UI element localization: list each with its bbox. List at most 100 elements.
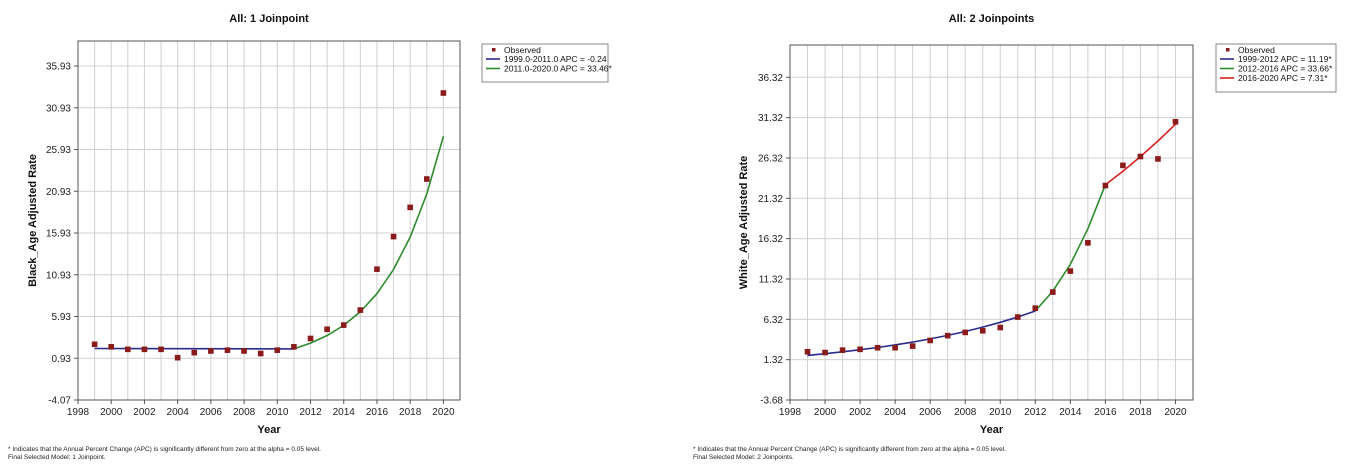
- chart-right: All: 2 Joinpoints 1998 2000 2002 2004 2006 200…: [738, 13, 1337, 436]
- chart-left: All: 1 Joinpoint 1998 2000 2002 2004 2006 2008…: [27, 13, 613, 436]
- footnote-line-1: * Indicates that the Annual Percent Chan…: [8, 446, 321, 453]
- chart-title: All: 1 Joinpoint: [229, 13, 309, 25]
- observed-point: [158, 346, 164, 353]
- y-tick-label: -4.07: [48, 396, 71, 407]
- observed-point: [822, 349, 828, 356]
- x-tick-label: 2010: [266, 407, 289, 418]
- x-axis-label: Year: [257, 424, 281, 436]
- x-tick-label: 2006: [919, 407, 942, 418]
- observed-point: [1085, 240, 1091, 246]
- chart-panel-left: All: 1 Joinpoint 1998 2000 2002 2004 2006 2008…: [8, 13, 613, 461]
- observed-point: [1050, 289, 1056, 295]
- footnote-right: * Indicates that the Annual Percent Chan…: [693, 446, 1006, 461]
- observed-point: [224, 347, 231, 353]
- x-tick-label: 2006: [200, 407, 223, 418]
- y-tick-label: 26.32: [758, 153, 783, 164]
- x-tick-label: 2002: [133, 407, 156, 418]
- y-tick-label: -3.68: [760, 396, 783, 407]
- observed-point: [307, 335, 314, 342]
- x-tick-label: 2000: [100, 407, 123, 418]
- observed-point: [944, 332, 951, 339]
- x-tick-label: 2004: [884, 407, 907, 418]
- chart-panel-right: All: 2 Joinpoints 1998 2000 2002 2004 2006 200…: [685, 0, 1370, 472]
- x-tick-label: 1998: [779, 407, 802, 418]
- x-tick-label: 2020: [1164, 407, 1187, 418]
- observed-point: [857, 346, 863, 353]
- y-tick-label: 15.93: [46, 229, 71, 240]
- y-tick-label: 21.32: [758, 194, 783, 205]
- observed-point: [108, 344, 115, 350]
- footnote-line-2: Final Selected Model: 1 Joinpoint.: [8, 453, 106, 461]
- x-tick-label: 2008: [954, 407, 977, 418]
- observed-point: [1172, 119, 1179, 125]
- observed-point: [874, 344, 881, 351]
- x-tick-label: 2004: [167, 407, 190, 418]
- observed-point: [979, 327, 986, 334]
- x-tick-label: 2018: [1129, 407, 1152, 418]
- x-tick-label: 2000: [814, 407, 837, 418]
- y-axis-label: Black_Age Adjusted Rate: [27, 154, 39, 287]
- observed-point: [174, 354, 181, 361]
- series-line-2: [1034, 184, 1107, 312]
- y-tick-label: 5.93: [52, 312, 72, 323]
- x-tick-label: 2014: [333, 407, 356, 418]
- footnote-line-2: Final Selected Model: 2 Joinpoints.: [693, 453, 794, 461]
- legend-label-1: 1999-2012 APC = 11.19*: [1238, 54, 1332, 64]
- observed-point: [257, 350, 264, 357]
- observed-point: [141, 346, 148, 353]
- observed-point: [1014, 314, 1021, 320]
- x-tick-label: 2020: [432, 407, 455, 418]
- y-tick-label: 1.32: [764, 355, 784, 366]
- legend-label-1: 1999.0-2011.0 APC = -0.24: [504, 54, 607, 64]
- plot-border: [789, 44, 1194, 401]
- footnote-line-1: * Indicates that the Annual Percent Chan…: [693, 446, 1006, 453]
- observed-point: [997, 324, 1004, 331]
- y-tick-label: 35.93: [46, 62, 71, 73]
- y-tick-label: 25.93: [46, 145, 71, 156]
- x-tick-label: 2010: [989, 407, 1012, 418]
- x-tick-label: 2016: [1094, 407, 1117, 418]
- observed-points: [804, 119, 1179, 356]
- observed-point: [1137, 153, 1144, 160]
- observed-point: [191, 349, 198, 356]
- observed-point: [1067, 268, 1074, 274]
- x-tick-label: 2012: [1024, 407, 1047, 418]
- x-tick-label: 2018: [399, 407, 422, 418]
- observed-point: [324, 326, 330, 333]
- legend-marker-observed: [1226, 48, 1230, 52]
- observed-point: [357, 307, 364, 313]
- observed-point: [125, 346, 131, 353]
- observed-point: [1032, 305, 1039, 311]
- legend-box: [481, 43, 609, 83]
- y-tick-label: 31.32: [758, 113, 783, 124]
- x-tick-label: 2014: [1059, 407, 1082, 418]
- legend-label-observed: Observed: [504, 45, 541, 55]
- observed-point: [274, 347, 281, 353]
- observed-point: [927, 337, 933, 344]
- legend-label-2: 2012-2016 APC = 33.66*: [1238, 64, 1333, 74]
- x-tick-label: 2012: [299, 407, 322, 418]
- observed-point: [1102, 182, 1109, 189]
- x-tick-label: 1998: [67, 407, 90, 418]
- plot-border: [77, 40, 461, 401]
- observed-point: [374, 266, 380, 272]
- y-tick-label: 6.32: [764, 315, 784, 326]
- observed-point: [340, 322, 347, 328]
- observed-point: [423, 176, 430, 182]
- y-tick-label: 36.32: [758, 73, 783, 84]
- observed-point: [291, 344, 297, 350]
- footnote-left: * Indicates that the Annual Percent Chan…: [8, 446, 321, 461]
- plot-area: [790, 45, 1193, 400]
- legend-marker-observed: [492, 48, 496, 52]
- legend-label-observed: Observed: [1238, 45, 1275, 55]
- observed-point: [241, 348, 247, 354]
- observed-point: [407, 204, 413, 211]
- legend-label-2: 2011.0-2020.0 APC = 33.46*: [504, 64, 613, 74]
- plot-area: [78, 41, 460, 400]
- observed-point: [1155, 156, 1161, 162]
- y-tick-label: 10.93: [46, 270, 71, 281]
- y-axis-label: White_Age Adjusted Rate: [738, 156, 750, 289]
- chart-title: All: 2 Joinpoints: [949, 13, 1035, 25]
